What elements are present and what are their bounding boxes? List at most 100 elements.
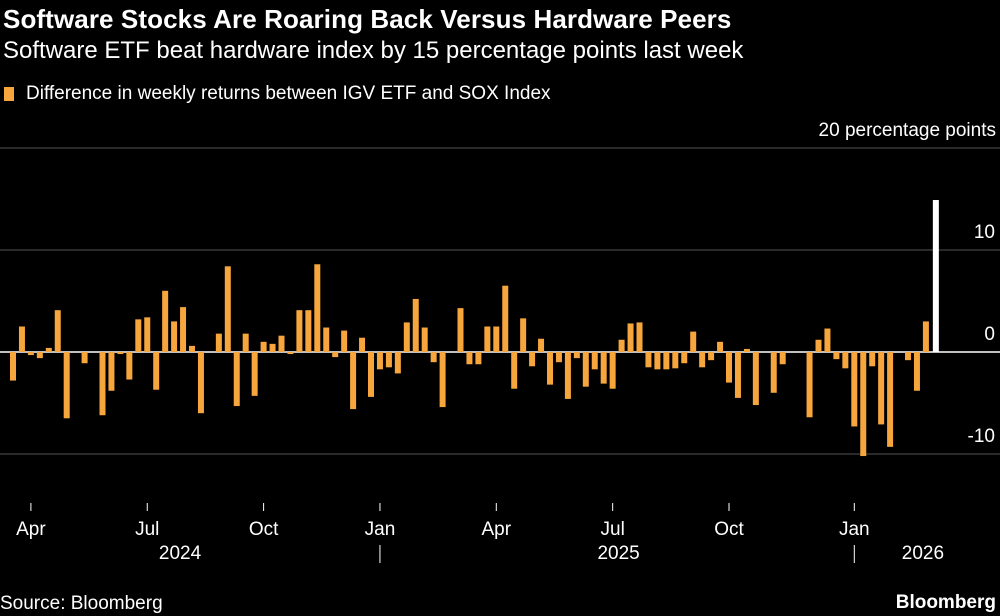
bar <box>869 352 876 367</box>
bar <box>135 319 142 352</box>
bar <box>403 322 410 352</box>
bar <box>734 352 741 398</box>
bar <box>323 327 330 352</box>
y-tick-label: 0 <box>984 324 995 345</box>
chart-subtitle: Software ETF beat hardware index by 15 p… <box>3 37 744 64</box>
bar <box>412 298 419 352</box>
bar <box>878 352 885 425</box>
bar <box>376 352 383 370</box>
bar <box>430 352 437 363</box>
bar <box>806 352 813 418</box>
x-tick-label: Apr <box>482 519 512 540</box>
x-tick-label: Oct <box>249 519 279 540</box>
source-note: Source: Bloomberg <box>0 593 163 614</box>
x-tick-label: Jan <box>839 519 870 540</box>
bar <box>475 352 482 365</box>
bar <box>645 352 652 368</box>
bar <box>269 343 276 352</box>
bar <box>627 323 634 352</box>
bar <box>573 352 580 359</box>
bar <box>287 352 294 355</box>
bar <box>171 321 178 352</box>
bar <box>582 352 589 387</box>
bar <box>350 352 357 410</box>
x-tick-label: Jan <box>365 519 396 540</box>
bar <box>547 352 553 385</box>
bar <box>851 352 858 427</box>
bar <box>520 318 527 352</box>
bar <box>690 331 697 352</box>
bar <box>681 352 688 364</box>
bar <box>663 352 670 370</box>
legend-swatch <box>4 87 14 101</box>
bar <box>905 352 911 361</box>
bar <box>699 352 706 368</box>
bar <box>913 352 920 391</box>
legend: Difference in weekly returns between IGV… <box>4 82 551 106</box>
bar <box>18 326 25 352</box>
bar <box>144 317 151 352</box>
bar <box>108 352 115 391</box>
bar <box>81 352 88 364</box>
x-year-label: 2025 <box>597 543 639 564</box>
y-axis-unit-label: 20 percentage points <box>818 120 996 141</box>
bar <box>529 352 536 367</box>
bar <box>385 352 392 368</box>
bar <box>63 352 70 419</box>
bar <box>233 352 240 407</box>
bar <box>180 307 187 352</box>
bar <box>251 352 258 396</box>
bar <box>54 310 61 352</box>
bar <box>591 352 598 370</box>
bar <box>27 352 34 356</box>
bar <box>654 352 661 370</box>
bar <box>922 321 929 352</box>
bar <box>260 341 267 352</box>
bar <box>708 352 715 361</box>
bar <box>296 310 303 352</box>
bar <box>36 352 43 359</box>
x-year-label: 2026 <box>902 543 944 564</box>
bar <box>439 352 446 408</box>
bar <box>779 352 786 365</box>
bar <box>860 352 867 457</box>
bar <box>99 352 106 416</box>
bar <box>126 352 133 380</box>
bar <box>368 352 374 397</box>
bar <box>815 339 822 352</box>
brand-logo: Bloomberg <box>895 592 996 613</box>
bar <box>421 327 428 352</box>
bar <box>242 333 249 352</box>
bar <box>278 335 285 352</box>
bar <box>466 352 473 365</box>
bar-latest <box>932 200 939 352</box>
y-tick-label: -10 <box>968 426 995 447</box>
bar <box>887 352 894 447</box>
bar <box>726 352 732 383</box>
bar <box>842 352 849 369</box>
bar <box>618 339 625 352</box>
bar <box>636 322 643 352</box>
bar <box>197 352 204 414</box>
bar <box>770 352 777 393</box>
bar <box>153 352 160 390</box>
legend-label: Difference in weekly returns between IGV… <box>26 83 551 104</box>
bar <box>10 352 16 381</box>
bar <box>564 352 571 399</box>
bar <box>332 352 339 358</box>
bar <box>189 345 195 352</box>
bar <box>162 290 169 352</box>
bar <box>600 352 607 384</box>
bar <box>341 330 348 352</box>
bar <box>117 352 124 355</box>
bar <box>672 352 679 369</box>
bar <box>493 326 500 352</box>
bar <box>45 347 52 352</box>
x-tick-label: Jul <box>601 519 625 540</box>
bar <box>833 352 840 360</box>
bar <box>717 341 724 352</box>
bar <box>314 264 321 352</box>
bar <box>502 285 509 352</box>
bar <box>538 338 545 352</box>
